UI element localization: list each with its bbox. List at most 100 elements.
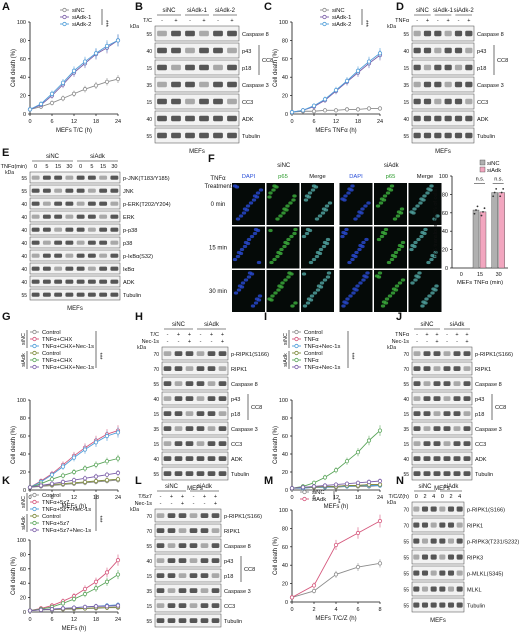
cell-nucleus bbox=[323, 208, 329, 212]
blot-strip bbox=[154, 523, 222, 538]
blot-band bbox=[174, 456, 183, 461]
blot-band bbox=[110, 266, 119, 271]
legend-marker bbox=[294, 357, 299, 363]
blot-band bbox=[156, 603, 165, 608]
bar-dot bbox=[493, 191, 496, 194]
bar bbox=[479, 211, 487, 269]
blot-band bbox=[413, 554, 420, 560]
group-label: siNC bbox=[21, 496, 27, 508]
cell-nucleus bbox=[246, 237, 252, 242]
cell-nucleus bbox=[270, 294, 275, 298]
blot-band bbox=[174, 441, 183, 446]
blot-band bbox=[167, 588, 176, 593]
legend-marker bbox=[32, 527, 37, 533]
data-point bbox=[71, 455, 77, 460]
cell-nucleus bbox=[250, 304, 256, 308]
blot-band bbox=[31, 175, 40, 180]
cell-nucleus bbox=[413, 240, 418, 245]
blot-band bbox=[213, 64, 223, 71]
blot-band bbox=[171, 132, 181, 139]
y-axis-label: Cell death (%) bbox=[11, 49, 17, 87]
group-label: siNC bbox=[419, 484, 433, 490]
lane-sign: - bbox=[200, 339, 202, 345]
data-point bbox=[27, 608, 33, 613]
blot-band bbox=[456, 554, 463, 560]
cell-nucleus bbox=[290, 304, 295, 308]
data-point bbox=[104, 433, 110, 439]
group-label: siAdk bbox=[444, 484, 460, 490]
lane-sign: 30 bbox=[111, 164, 117, 170]
data-point bbox=[104, 570, 110, 575]
lane-sign: + bbox=[467, 18, 470, 24]
blot-band bbox=[423, 47, 432, 54]
blot-band bbox=[423, 351, 431, 356]
cell-nucleus bbox=[376, 275, 382, 279]
blot-strip bbox=[154, 59, 240, 76]
data-point bbox=[311, 103, 317, 108]
blot-strip bbox=[29, 171, 121, 184]
data-point bbox=[377, 518, 383, 524]
blot-band bbox=[189, 513, 198, 518]
legend-entry: Control bbox=[42, 493, 61, 499]
blot-band bbox=[65, 266, 74, 271]
y-tick-label: 100 bbox=[17, 20, 26, 26]
cell-nucleus bbox=[433, 288, 438, 292]
blot-band bbox=[443, 441, 451, 446]
x-tick-label: 12 bbox=[333, 119, 339, 125]
cell-nucleus bbox=[301, 234, 307, 239]
legend-marker bbox=[32, 506, 37, 512]
cell-nucleus bbox=[268, 228, 273, 233]
legend-entry: siAdk-2 bbox=[72, 22, 91, 28]
blot-band bbox=[207, 426, 216, 431]
treatment-label: Nec-1s bbox=[142, 339, 160, 345]
bar-dot bbox=[483, 207, 486, 210]
data-point bbox=[115, 38, 121, 43]
blot-band bbox=[76, 279, 85, 284]
cell-nucleus bbox=[285, 241, 290, 246]
blot-band bbox=[185, 351, 194, 356]
data-point bbox=[115, 477, 121, 482]
kda-marker: 15 bbox=[146, 574, 152, 580]
blot-band bbox=[156, 618, 165, 623]
blot-band bbox=[447, 522, 455, 528]
blot-band bbox=[185, 132, 195, 139]
blot-band bbox=[218, 456, 227, 461]
lane-sign: - bbox=[193, 494, 195, 500]
cell-nucleus bbox=[241, 211, 247, 215]
blot-band bbox=[413, 441, 421, 446]
blot-band bbox=[433, 351, 441, 356]
lane-sign: - bbox=[416, 18, 418, 24]
blot-band bbox=[423, 98, 432, 105]
y-tick-label: 40 bbox=[282, 75, 288, 81]
y-tick-label: 80 bbox=[282, 416, 288, 422]
x-tick-label: 6 bbox=[50, 495, 53, 501]
kda-marker: 15 bbox=[146, 66, 152, 72]
cell-nucleus bbox=[416, 275, 421, 279]
kda-marker: 40 bbox=[21, 215, 27, 221]
blot-band bbox=[456, 538, 463, 544]
kda-marker: 15 bbox=[403, 412, 409, 418]
blot-band bbox=[211, 618, 220, 623]
data-point bbox=[322, 483, 328, 488]
blot-band bbox=[167, 603, 176, 608]
cell-nucleus bbox=[325, 275, 331, 279]
kda-marker: 70 bbox=[146, 529, 152, 535]
cell-nucleus bbox=[308, 298, 314, 302]
legend-entry: Control bbox=[42, 351, 61, 357]
cell-nucleus bbox=[423, 301, 428, 305]
cell-nucleus bbox=[292, 231, 297, 236]
data-point bbox=[115, 603, 121, 608]
cell-nucleus bbox=[271, 188, 276, 192]
group-label: siNC bbox=[165, 484, 179, 490]
cell-nucleus bbox=[397, 281, 403, 285]
cell-nucleus bbox=[256, 260, 262, 265]
blot-band bbox=[421, 554, 429, 560]
legend-marker bbox=[32, 520, 37, 526]
blot-band bbox=[163, 441, 172, 446]
blot-band bbox=[171, 47, 181, 54]
cell-nucleus bbox=[386, 260, 392, 265]
blot-band bbox=[463, 426, 471, 431]
blot-band bbox=[413, 570, 420, 576]
